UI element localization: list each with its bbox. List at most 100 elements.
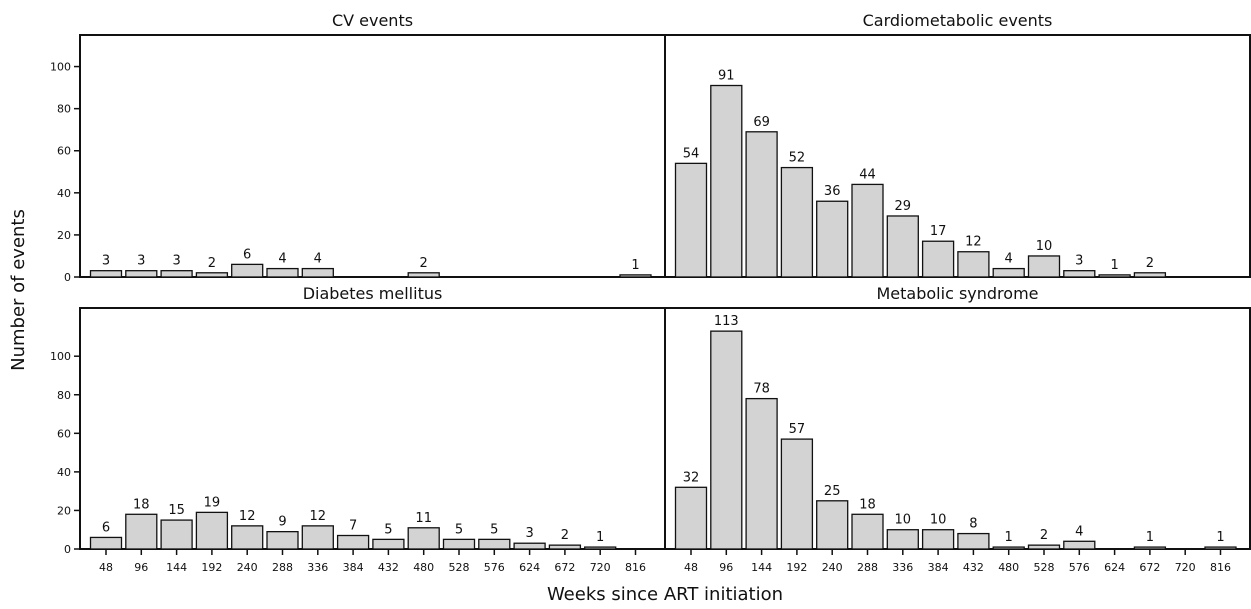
y-tick-label: 100 [50, 61, 71, 74]
x-tick-label: 48 [684, 561, 698, 574]
bar-value-label: 8 [969, 517, 977, 532]
bar-value-label: 15 [168, 503, 185, 518]
x-tick-label: 240 [237, 561, 258, 574]
bar-value-label: 6 [243, 247, 251, 262]
bar-value-label: 2 [208, 256, 216, 271]
bar [992, 267, 1025, 278]
bar-value-label: 2 [1146, 256, 1154, 271]
bar-value-label: 29 [895, 199, 912, 214]
bar [816, 200, 849, 278]
bar-value-label: 3 [137, 254, 145, 269]
bar [407, 527, 440, 550]
y-tick-label: 0 [64, 543, 71, 556]
y-tick-label: 20 [57, 229, 71, 242]
x-tick-label: 288 [272, 561, 293, 574]
panel-frame [79, 34, 666, 278]
x-tick-label: 624 [519, 561, 540, 574]
panel-title: CV events [332, 11, 413, 30]
panel-1: Cardiometabolic events549169523644291712… [664, 11, 1251, 278]
bar [780, 166, 814, 278]
y-axis-title: Number of events [8, 209, 29, 371]
x-tick-label: 480 [998, 561, 1019, 574]
y-tick-label: 80 [57, 103, 71, 116]
bar-value-label: 57 [789, 422, 806, 437]
bar [1098, 274, 1131, 278]
bar [957, 251, 990, 278]
x-tick-label: 672 [554, 561, 575, 574]
bar [125, 270, 158, 278]
bar-value-label: 5 [384, 522, 392, 537]
panel-title: Metabolic syndrome [877, 284, 1039, 303]
bar-value-label: 5 [490, 522, 498, 537]
bar [89, 536, 123, 550]
bar [1204, 546, 1237, 550]
bar-value-label: 3 [525, 526, 533, 541]
bar [957, 532, 990, 550]
y-tick-label: 40 [57, 187, 71, 200]
bar [1063, 270, 1096, 278]
bar [195, 272, 229, 278]
bar-value-label: 113 [714, 314, 739, 329]
y-tick-label: 60 [57, 427, 71, 440]
bar [851, 183, 884, 278]
bar-value-label: 1 [1110, 258, 1118, 273]
x-tick-label: 720 [590, 561, 611, 574]
x-tick-label: 816 [625, 561, 646, 574]
panel-0: CV events 0 20 40 60 80 100 3 3 3 2 6 4 4 2 1 [50, 11, 666, 284]
bar-value-label: 6 [102, 520, 110, 535]
bar [548, 544, 582, 550]
bar-value-label: 12 [965, 235, 982, 250]
bar-value-label: 4 [314, 252, 322, 267]
bar [442, 538, 476, 550]
bar [710, 330, 743, 550]
y-tick-label: 20 [57, 504, 71, 517]
bar [478, 538, 511, 550]
bar [1027, 544, 1061, 550]
bar [584, 546, 617, 550]
x-tick-label: 576 [484, 561, 505, 574]
bar-value-label: 3 [172, 254, 180, 269]
x-tick-label: 96 [134, 561, 148, 574]
bar-value-label: 69 [753, 115, 770, 130]
bar [886, 529, 919, 550]
bar-value-label: 1 [1216, 530, 1224, 545]
x-tick-label: 384 [343, 561, 364, 574]
bar [336, 534, 370, 550]
x-tick-label: 144 [751, 561, 772, 574]
x-tick-label: 288 [857, 561, 878, 574]
bar-value-label: 12 [310, 509, 327, 524]
bar [674, 162, 708, 278]
x-tick-label: 384 [928, 561, 949, 574]
x-tick-label: 96 [719, 561, 733, 574]
bar [1027, 255, 1061, 278]
bar-value-label: 3 [102, 254, 110, 269]
bar-value-label: 36 [824, 184, 841, 199]
x-tick-label: 240 [822, 561, 843, 574]
bar [160, 519, 193, 550]
bar [301, 525, 334, 550]
x-tick-label: 480 [413, 561, 434, 574]
bar-value-label: 91 [718, 69, 735, 84]
x-tick-label: 336 [307, 561, 328, 574]
bar-value-label: 1 [1005, 530, 1013, 545]
x-axis-title: Weeks since ART initiation [547, 584, 783, 605]
panel-title: Diabetes mellitus [303, 284, 443, 303]
bar [710, 84, 743, 278]
y-tick-label: 40 [57, 466, 71, 479]
bar [674, 486, 708, 550]
bar [407, 272, 440, 278]
x-tick-label: 624 [1104, 561, 1125, 574]
bar [780, 438, 814, 550]
bar-value-label: 25 [824, 484, 841, 499]
x-tick-label: 144 [166, 561, 187, 574]
bar [992, 546, 1025, 550]
bar-value-label: 52 [789, 151, 806, 166]
bar-value-label: 10 [1036, 239, 1053, 254]
bar [745, 131, 778, 278]
bar-value-label: 44 [859, 167, 876, 182]
bar [886, 215, 919, 278]
y-tick-label: 100 [50, 350, 71, 363]
bar [619, 274, 652, 278]
bar-value-label: 32 [683, 470, 700, 485]
